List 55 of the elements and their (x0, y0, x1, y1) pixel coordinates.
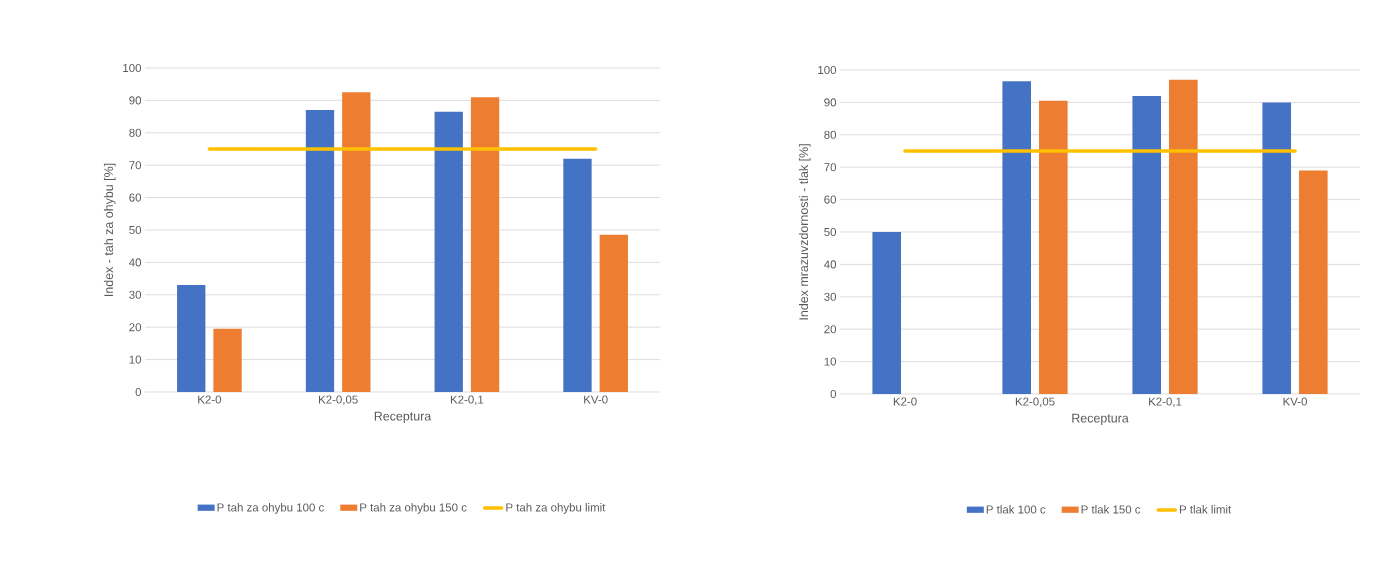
bar (213, 328, 242, 392)
x-tick-label: K2-0,05 (1015, 397, 1055, 407)
y-tick-label: 20 (129, 323, 142, 332)
y-tick-label: 70 (824, 163, 837, 172)
y-tick-label: 20 (824, 325, 837, 334)
bar (342, 92, 371, 392)
bar (1002, 81, 1032, 394)
y-tick-label: 90 (824, 98, 837, 107)
legend-label: P tah za ohybu 150 c (360, 503, 467, 514)
y-tick-label: 30 (824, 292, 837, 301)
x-tick-label: K2-0 (893, 397, 917, 406)
y-tick-label: 40 (129, 258, 142, 267)
y-tick-label: 60 (129, 193, 142, 202)
bar (872, 231, 902, 394)
x-axis-title: Receptura (374, 411, 432, 423)
x-tick-label: KV-0 (1283, 397, 1307, 406)
bar (434, 111, 463, 392)
y-tick-label: 100 (818, 65, 837, 75)
y-tick-label: 50 (824, 227, 837, 237)
bar (1169, 79, 1198, 394)
x-tick-label: K2-0,05 (319, 395, 358, 405)
bar (305, 110, 335, 392)
y-tick-label: 80 (129, 128, 142, 137)
bar (177, 285, 206, 392)
x-tick-label: K2-0,1 (450, 395, 484, 405)
bar (1132, 95, 1162, 394)
legend-label: P tlak 100 c (986, 505, 1046, 514)
bar (563, 158, 592, 392)
y-axis-title: Index mrazuvzdornosti - tlak [%] (798, 144, 811, 320)
bar (599, 234, 628, 392)
bar (1039, 100, 1068, 394)
y-axis-title: Index - tah za ohybu [%] (103, 163, 116, 296)
y-tick-label: 100 (123, 63, 142, 73)
legend-label: P tlak limit (1179, 505, 1232, 514)
x-tick-label: K2-0 (198, 395, 222, 404)
x-axis-title: Receptura (1072, 413, 1129, 425)
legend-label: P tah za ohybu limit (506, 503, 606, 514)
y-tick-label: 30 (129, 290, 142, 299)
bar (1299, 170, 1328, 394)
y-tick-label: 80 (824, 130, 837, 139)
y-tick-label: 70 (129, 161, 142, 170)
x-tick-label: KV-0 (584, 395, 608, 404)
y-tick-label: 40 (824, 260, 837, 269)
bar (1262, 102, 1292, 394)
y-tick-label: 0 (830, 389, 837, 399)
bar (470, 97, 500, 392)
y-tick-label: 10 (824, 357, 837, 366)
y-tick-label: 90 (129, 96, 142, 105)
y-tick-label: 0 (135, 387, 142, 397)
y-tick-label: 60 (824, 195, 837, 204)
legend-label: P tlak 150 c (1081, 505, 1141, 514)
x-tick-label: K2-0,1 (1149, 397, 1182, 407)
y-tick-label: 10 (129, 355, 142, 364)
y-tick-label: 50 (129, 225, 142, 235)
legend-label: P tah za ohybu 100 c (217, 503, 324, 514)
